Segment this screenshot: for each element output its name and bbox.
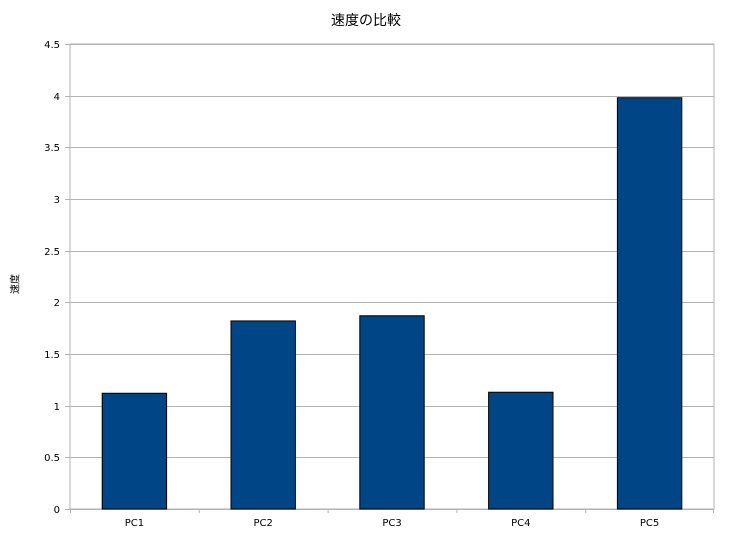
bar: [488, 391, 554, 510]
x-tick-label: PC2: [254, 518, 273, 529]
bar: [359, 315, 425, 510]
chart-title: 速度の比較: [331, 13, 401, 29]
y-tick-label: 1: [54, 402, 60, 413]
y-tick-label: 2: [54, 298, 60, 309]
y-tick-label: 3: [54, 195, 60, 206]
y-tick-label: 1.5: [44, 350, 60, 361]
bar: [101, 392, 168, 510]
y-tick-label: 0.5: [44, 453, 60, 464]
bar: [230, 320, 296, 510]
y-tick-label: 0: [54, 505, 60, 516]
x-tick-label: PC4: [511, 518, 530, 529]
y-tick-label: 4: [54, 92, 60, 103]
y-tick-label: 2.5: [44, 247, 60, 258]
y-axis-label: 速度: [10, 274, 22, 294]
y-tick-label: 4.5: [44, 40, 60, 51]
x-tick-label: PC1: [125, 518, 144, 529]
x-tick-label: PC5: [640, 518, 659, 529]
y-tick-label: 3.5: [44, 143, 60, 154]
bar: [616, 97, 683, 510]
x-tick-label: PC3: [382, 518, 401, 529]
